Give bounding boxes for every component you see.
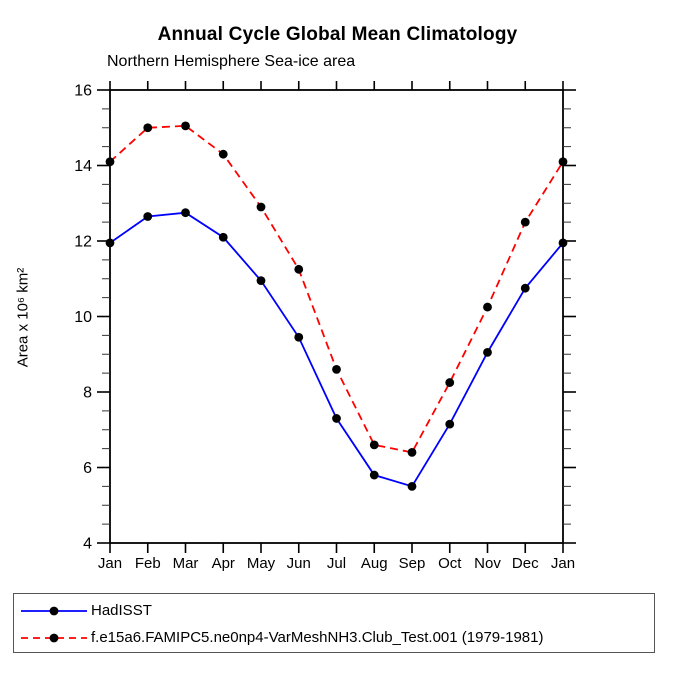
x-tick-label: Mar xyxy=(173,555,199,572)
series-0-marker-Mar xyxy=(181,208,190,218)
y-tick-label: 16 xyxy=(74,83,92,100)
legend-line-sample-1 xyxy=(20,631,88,643)
series-0-marker-Jan xyxy=(105,238,115,248)
legend-item-hadisst: HadISST xyxy=(14,598,152,622)
series-0-marker-May xyxy=(256,276,266,286)
chart-title: Annual Cycle Global Mean Climatology xyxy=(157,24,518,45)
legend-item-model: f.e15a6.FAMIPC5.ne0np4-VarMeshNH3.Club_T… xyxy=(14,625,543,649)
legend-marker-icon xyxy=(49,633,59,643)
x-tick-label: Apr xyxy=(212,555,235,572)
series-1-marker-Aug xyxy=(369,440,379,450)
series-1-marker-May xyxy=(256,202,266,212)
series-0-marker-Jul xyxy=(332,414,341,423)
legend-box: HadISST f.e15a6.FAMIPC5.ne0np4-VarMeshNH… xyxy=(13,593,655,653)
y-tick-label: 4 xyxy=(83,536,92,553)
series-1-marker-Mar xyxy=(181,121,190,131)
series-0-marker-Apr xyxy=(218,232,228,242)
x-tick-label: Jul xyxy=(327,555,346,572)
y-tick-label: 14 xyxy=(74,158,92,175)
series-1-marker-Jul xyxy=(332,364,341,374)
axis-frame xyxy=(109,89,564,544)
series-1-marker-Feb xyxy=(143,123,153,133)
y-tick-label: 6 xyxy=(83,460,92,477)
legend-line-sample-0 xyxy=(20,604,88,616)
legend-marker-icon xyxy=(49,606,59,616)
series-1-marker-Jan xyxy=(558,157,568,167)
legend-label: f.e15a6.FAMIPC5.ne0np4-VarMeshNH3.Club_T… xyxy=(91,628,544,646)
series-1-marker-Sep xyxy=(407,448,417,457)
x-tick-label: Sep xyxy=(399,555,426,572)
series-0-marker-Nov xyxy=(483,347,492,357)
series-0-marker-Jan xyxy=(558,238,568,248)
series-0-marker-Jun xyxy=(294,332,304,342)
x-tick-label: Jan xyxy=(551,555,575,572)
x-tick-label: May xyxy=(247,555,276,572)
series-1-marker-Dec xyxy=(520,217,530,227)
series-line-0 xyxy=(109,211,564,488)
y-tick-label: 12 xyxy=(74,234,92,251)
x-tick-label: Feb xyxy=(135,555,161,572)
x-tick-label: Jun xyxy=(287,555,311,572)
series-0-marker-Sep xyxy=(407,481,417,491)
series-1-marker-Jan xyxy=(105,157,115,167)
series-1-marker-Apr xyxy=(218,149,228,159)
series-1-marker-Jun xyxy=(294,264,304,274)
series-line-1 xyxy=(109,124,564,454)
y-tick-label: 8 xyxy=(83,385,92,402)
x-tick-label: Jan xyxy=(98,555,122,572)
y-tick-label: 10 xyxy=(74,309,92,326)
series-0-marker-Dec xyxy=(520,283,530,293)
series-0-marker-Feb xyxy=(143,212,153,221)
series-0-marker-Oct xyxy=(445,419,455,429)
x-tick-label: Aug xyxy=(361,555,388,572)
legend-label: HadISST xyxy=(91,601,152,619)
x-tick-label: Oct xyxy=(438,555,462,572)
series-1-marker-Nov xyxy=(483,302,492,312)
x-tick-label: Nov xyxy=(474,555,501,572)
series-1-marker-Oct xyxy=(445,378,455,387)
x-tick-label: Dec xyxy=(512,555,539,572)
series-0-marker-Aug xyxy=(369,470,379,480)
chart-subtitle: Northern Hemisphere Sea-ice area xyxy=(107,53,356,70)
